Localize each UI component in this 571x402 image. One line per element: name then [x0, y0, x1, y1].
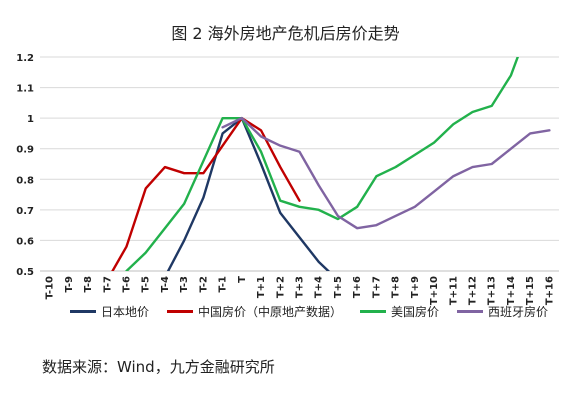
legend-swatch [360, 310, 387, 313]
y-tick-label: 0.6 [16, 236, 34, 247]
series-layer [111, 57, 551, 271]
y-tick-label: 0.5 [16, 267, 34, 278]
x-tick-label: T+8 [391, 276, 402, 298]
x-tick-label: T+3 [295, 276, 306, 298]
chart-legend: 日本地价 中国房价（中原地产数据） 美国房价 西班牙房价 [70, 303, 566, 320]
series-line [221, 116, 551, 230]
x-tick-label: T-3 [179, 276, 190, 293]
x-tick-label: T+6 [352, 276, 363, 298]
x-tick-label: T-5 [141, 276, 152, 293]
series-line [125, 57, 520, 271]
y-tick-label: 1.2 [16, 53, 34, 64]
tick-label-layer: 0.5 0.6 0.7 0.8 0.9 1 1.1 1.2 T-10 T-9 T-8 T-7 T-6 T-… [16, 53, 555, 305]
x-tick-label: T-4 [160, 276, 171, 293]
x-tick-label: T+9 [410, 276, 421, 298]
legend-item: 美国房价 [360, 303, 439, 320]
legend-swatch [167, 310, 194, 313]
x-tick-label: T+7 [371, 276, 382, 298]
x-tick-label: T+10 [429, 276, 440, 305]
y-tick-label: 0.9 [16, 145, 34, 156]
x-tick-label: T-6 [122, 276, 133, 293]
y-tick-label: 1 [27, 114, 34, 125]
x-tick-label: T+5 [333, 276, 344, 298]
x-tick-label: T-7 [102, 276, 113, 293]
x-tick-label: T+4 [314, 276, 325, 298]
source-note: 数据来源：Wind，九方金融研究所 [42, 358, 275, 376]
x-tick-label: T-2 [198, 276, 209, 293]
x-tick-label: T-1 [218, 276, 229, 293]
y-tick-label: 0.8 [16, 175, 34, 186]
x-tick-label: T+15 [525, 276, 536, 305]
x-tick-label: T+13 [487, 276, 498, 305]
x-tick-label: T [237, 276, 248, 283]
series-line [111, 116, 301, 271]
x-tick-label: T+14 [506, 276, 517, 305]
legend-item: 西班牙房价 [457, 303, 548, 320]
x-tick-label: T-10 [45, 276, 56, 299]
legend-swatch [457, 310, 484, 313]
legend-label: 美国房价 [391, 305, 440, 319]
chart-title: 图 2 海外房地产危机后房价走势 [171, 24, 400, 43]
x-tick-label: T+1 [256, 276, 267, 298]
y-tick-label: 0.7 [16, 206, 34, 217]
x-tick-label: T-8 [83, 276, 94, 293]
x-tick-label: T-9 [64, 276, 75, 293]
series-line [166, 116, 331, 271]
legend-label: 日本地价 [101, 305, 150, 319]
x-tick-label: T+16 [544, 276, 555, 305]
legend-item: 日本地价 [70, 303, 149, 320]
x-tick-label: T+12 [468, 276, 479, 305]
legend-label: 西班牙房价 [488, 305, 549, 319]
legend-swatch [70, 310, 96, 313]
legend-label: 中国房价（中原地产数据） [198, 305, 343, 319]
y-tick-label: 1.1 [16, 84, 34, 95]
x-tick-label: T+11 [448, 276, 459, 305]
x-tick-label: T+2 [275, 276, 286, 298]
legend-item: 中国房价（中原地产数据） [167, 303, 342, 320]
